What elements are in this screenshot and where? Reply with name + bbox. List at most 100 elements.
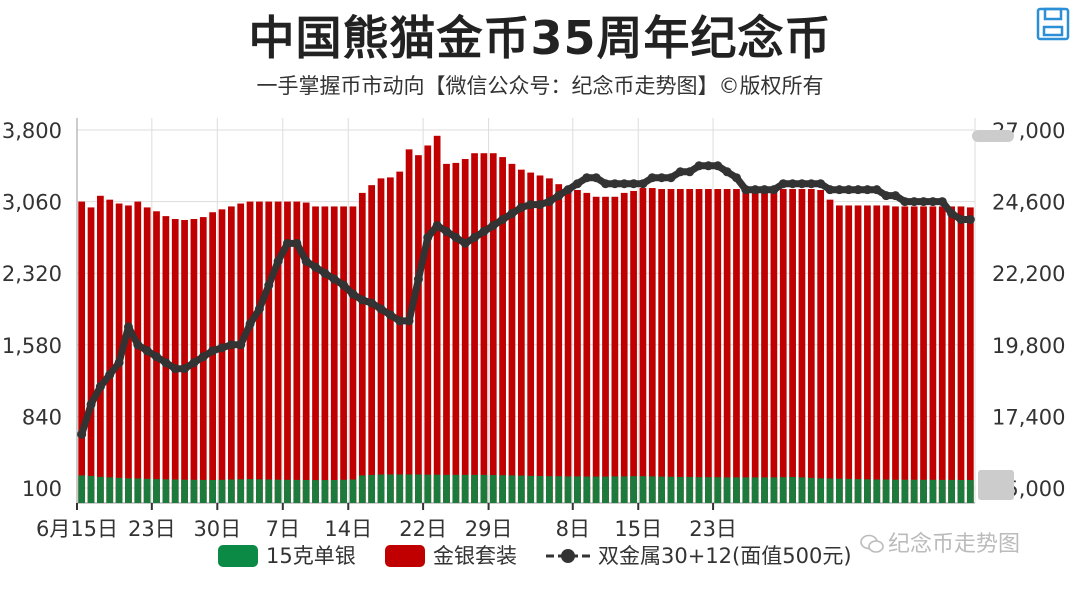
point-bimetal	[423, 232, 433, 242]
bar-set	[546, 178, 553, 504]
gridlines	[76, 118, 976, 504]
bar-set	[171, 219, 179, 503]
point-bimetal	[928, 197, 938, 207]
bar-silver	[302, 479, 310, 503]
point-bimetal	[376, 304, 386, 314]
point-bimetal	[554, 191, 564, 201]
bar-set	[733, 189, 740, 504]
point-bimetal	[488, 220, 498, 230]
x-tick-label: 7日	[266, 517, 300, 541]
point-bimetal	[339, 280, 349, 290]
bar-set	[489, 153, 497, 503]
bar-silver	[480, 474, 488, 503]
bar-set	[761, 189, 768, 503]
legend-item-silver[interactable]: 15克单银	[218, 540, 356, 570]
bar-set	[574, 189, 581, 503]
bar-silver	[882, 479, 890, 503]
bar-silver	[648, 476, 656, 503]
point-bimetal	[77, 429, 87, 439]
bar-set	[667, 189, 675, 504]
bar-silver	[602, 476, 609, 503]
point-bimetal	[413, 274, 423, 284]
bar-silver	[676, 476, 684, 503]
bar-set	[714, 189, 722, 504]
point-bimetal	[685, 167, 695, 177]
bar-set	[527, 172, 535, 503]
point-bimetal	[217, 343, 227, 353]
bar-silver	[714, 477, 722, 503]
bar-silver	[517, 475, 525, 503]
bar-silver	[695, 477, 703, 503]
x-tick-label: 14日	[324, 517, 372, 541]
legend-item-bimetal[interactable]: 双金属30+12(面值500元)	[546, 540, 852, 570]
bar-set	[237, 203, 245, 503]
bar-set	[424, 145, 432, 503]
point-bimetal	[189, 358, 199, 368]
right-scroll-handle-top[interactable]	[972, 130, 1014, 142]
point-bimetal	[432, 220, 442, 230]
point-bimetal	[507, 209, 517, 219]
legend-label-bimetal: 双金属30+12(面值500元)	[598, 544, 852, 568]
bar-silver	[78, 475, 86, 503]
point-bimetal	[226, 340, 236, 350]
bar-silver	[527, 475, 535, 503]
point-bimetal	[170, 364, 180, 374]
bar-set	[938, 206, 946, 503]
point-bimetal	[666, 173, 676, 183]
bar-silver	[284, 479, 291, 503]
bar-silver	[256, 479, 263, 503]
bar-set	[882, 205, 890, 503]
x-axis-ticks: 6月15日 23日 30日 7日 14日 22日 29日 8日 15日 23日	[36, 503, 737, 541]
x-tick-label: 8日	[556, 517, 590, 541]
point-bimetal	[86, 399, 96, 409]
bar-set	[807, 189, 815, 504]
save-icon[interactable]	[1035, 6, 1071, 42]
bar-silver	[910, 479, 918, 503]
bar-set	[583, 192, 591, 503]
bar-set	[901, 206, 909, 503]
legend-item-set[interactable]: 金银套装	[385, 540, 517, 570]
point-bimetal	[844, 185, 854, 195]
bar-set	[433, 135, 441, 503]
point-bimetal	[498, 215, 508, 224]
bar-set	[845, 205, 853, 503]
x-tick-label: 22日	[399, 517, 447, 541]
point-bimetal	[601, 179, 611, 189]
bar-set	[770, 189, 778, 503]
left-tick-label: 3,060	[2, 191, 62, 215]
bar-silver	[770, 477, 778, 503]
bar-silver	[87, 475, 95, 503]
bar-silver	[340, 479, 347, 503]
point-bimetal	[629, 179, 639, 189]
point-bimetal	[282, 238, 292, 248]
bar-set	[742, 189, 750, 503]
bar-silver	[574, 476, 581, 503]
bar-silver	[705, 477, 712, 503]
bar-silver	[377, 474, 385, 503]
bar-set	[676, 189, 684, 504]
bar-set	[471, 153, 478, 503]
point-bimetal	[535, 200, 545, 210]
bar-silver	[686, 476, 694, 503]
point-bimetal	[395, 316, 405, 326]
bar-silver	[125, 478, 132, 503]
bar-set	[106, 199, 114, 504]
bar-set	[620, 192, 628, 503]
point-bimetal	[703, 161, 713, 171]
bar-set	[274, 201, 282, 503]
bar-silver	[583, 476, 591, 503]
right-scroll-handle-bottom[interactable]	[978, 470, 1014, 500]
bar-silver	[209, 479, 217, 503]
bar-silver	[386, 474, 394, 503]
bar-silver	[433, 474, 441, 503]
bar-silver	[368, 474, 376, 503]
point-bimetal	[264, 280, 274, 290]
bar-set	[415, 155, 422, 504]
point-bimetal	[806, 179, 816, 189]
bar-silver	[396, 474, 404, 503]
x-tick-label: 6月15日	[36, 517, 118, 541]
bar-silver	[489, 475, 497, 503]
point-bimetal	[741, 185, 751, 195]
point-bimetal	[956, 215, 966, 224]
